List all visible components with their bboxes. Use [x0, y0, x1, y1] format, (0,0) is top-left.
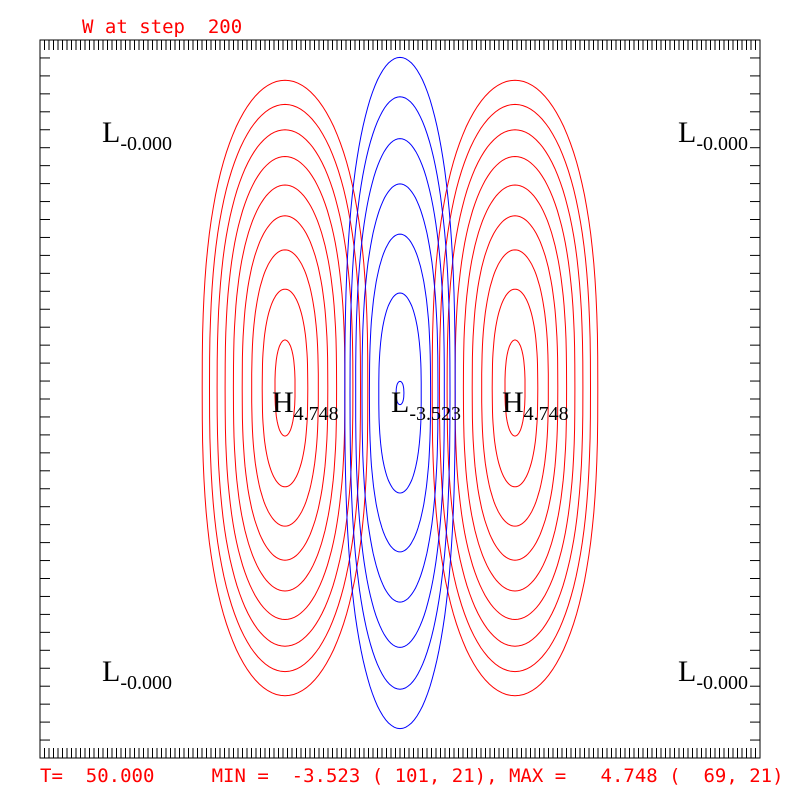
contour-positive-left [251, 249, 319, 527]
extremum-label-center-min: L-3.523 [391, 386, 461, 425]
extremum-value: 4.748 [294, 403, 339, 425]
extremum-letter: L [678, 116, 696, 149]
contour-negative-center [395, 380, 405, 406]
contour-negative-center [361, 183, 439, 603]
extremum-letter: H [502, 386, 524, 419]
contour-negative-center [349, 96, 451, 690]
extremum-value: 4.748 [524, 403, 569, 425]
contour-negative-center [368, 233, 432, 553]
contours [201, 56, 599, 730]
contour-positive-left [261, 288, 309, 488]
contour-negative-center [378, 292, 422, 494]
extremum-label-corner-bottom-right: L-0.000 [678, 655, 748, 694]
extremum-letter: L [102, 116, 120, 149]
contour-positive-right [431, 79, 599, 697]
extremum-letter: L [678, 655, 696, 688]
chart-title: W at step 200 [82, 16, 242, 38]
contour-negative-center [344, 56, 456, 730]
footer-stats: T= 50.000 MIN = -3.523 ( 101, 21), MAX =… [40, 765, 784, 787]
contour-positive-left [216, 129, 354, 647]
extremum-value: -0.000 [120, 133, 172, 155]
contour-positive-right [446, 129, 584, 647]
extremum-letter: L [391, 386, 409, 419]
contour-positive-left [274, 339, 296, 437]
contour-positive-right [438, 103, 592, 673]
axis-ticks [39, 40, 761, 758]
extremum-value: -0.000 [696, 133, 748, 155]
contour-positive-left [241, 215, 329, 561]
contour-positive-left [224, 155, 346, 621]
contour-positive-left [232, 184, 338, 592]
extremum-label-right-max: H4.748 [502, 386, 569, 425]
extremum-letter: L [102, 655, 120, 688]
contour-positive-left [201, 79, 369, 697]
plot-frame [39, 39, 761, 759]
extremum-label-corner-bottom-left: L-0.000 [102, 655, 172, 694]
extremum-label-left-max: H4.748 [272, 386, 339, 425]
contour-positive-right [504, 339, 526, 437]
contour-positive-right [491, 288, 539, 488]
contour-negative-center [355, 138, 445, 648]
extremum-letter: H [272, 386, 294, 419]
extremum-label-corner-top-left: L-0.000 [102, 116, 172, 155]
contour-positive-right [481, 249, 549, 527]
contour-positive-right [462, 184, 568, 592]
extremum-value: -0.000 [696, 672, 748, 694]
extremum-label-corner-top-right: L-0.000 [678, 116, 748, 155]
contour-positive-right [471, 215, 559, 561]
extremum-value: -3.523 [409, 403, 461, 425]
extremum-value: -0.000 [120, 672, 172, 694]
contour-positive-left [208, 103, 362, 673]
